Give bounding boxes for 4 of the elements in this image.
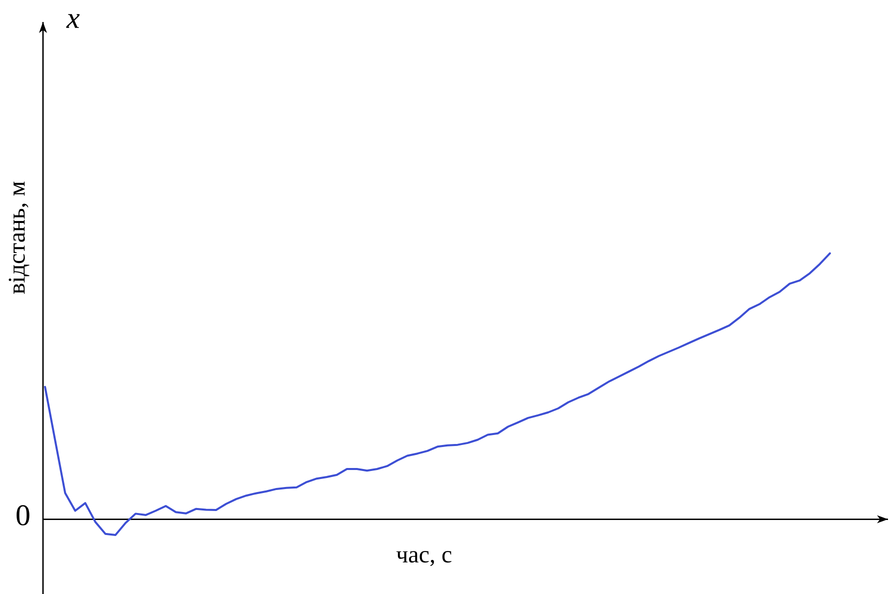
x-axis-title: час, с bbox=[396, 551, 452, 566]
y-axis-title: відстань, м bbox=[8, 182, 30, 294]
text: 0 bbox=[16, 505, 30, 526]
text: x bbox=[66, 14, 80, 28]
